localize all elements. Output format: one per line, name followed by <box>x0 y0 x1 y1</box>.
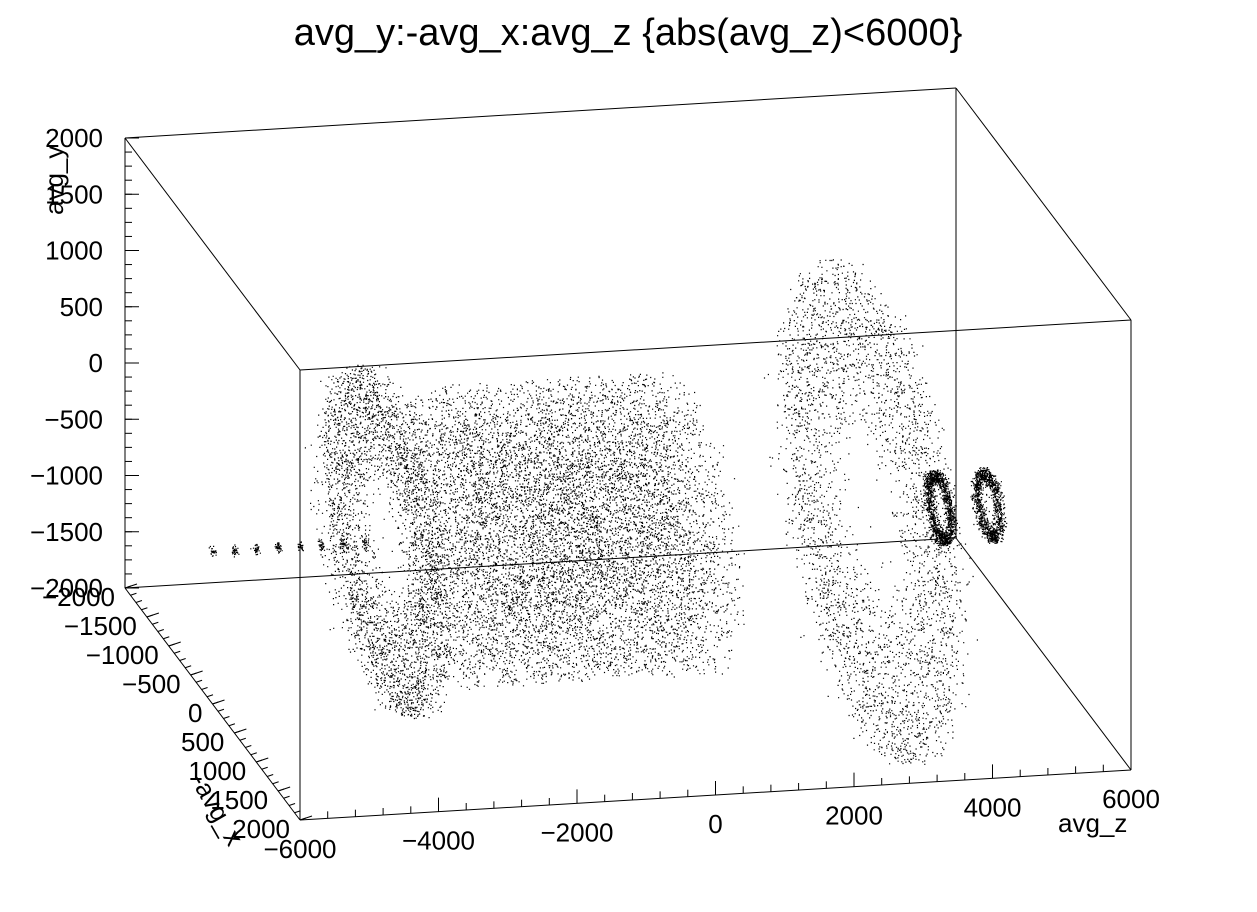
depth-minor-tick <box>250 752 257 756</box>
x-tick-label: 6000 <box>1102 784 1160 814</box>
depth-minor-tick <box>179 658 186 661</box>
x-tick-label: −6000 <box>263 834 336 864</box>
depth-minor-tick <box>239 737 247 741</box>
depth-minor-tick <box>206 694 214 698</box>
depth-minor-tick <box>201 687 208 690</box>
x-tick-label: −4000 <box>402 826 475 856</box>
x-tick-label: 0 <box>708 809 722 839</box>
y-tick-label: −1500 <box>30 517 103 547</box>
box-edge-9 <box>955 537 1132 771</box>
y-tick-label: −500 <box>44 404 103 434</box>
depth-tick-label: 500 <box>181 727 224 757</box>
depth-minor-tick <box>256 759 263 763</box>
depth-minor-tick <box>195 679 203 683</box>
depth-minor-tick <box>277 788 285 792</box>
depth-minor-tick <box>190 672 197 676</box>
axis-ticks <box>124 137 1132 821</box>
y-tick-label: 500 <box>60 292 103 322</box>
depth-minor-tick <box>141 607 148 611</box>
depth-minor-tick <box>217 708 225 712</box>
depth-minor-tick <box>261 766 268 770</box>
depth-tick-label: −500 <box>122 669 181 699</box>
depth-tick-label: 2000 <box>232 814 290 844</box>
axis-labels: −2000−1500−1000−5000500100015002000−2000… <box>30 123 1160 864</box>
y-tick-label: 0 <box>89 348 103 378</box>
depth-minor-tick <box>283 795 290 799</box>
depth-minor-tick <box>223 716 230 719</box>
y-tick-label: 1000 <box>45 236 103 266</box>
depth-minor-tick <box>212 701 219 705</box>
depth-minor-tick <box>234 730 241 734</box>
x-tick-label: 2000 <box>825 801 883 831</box>
depth-minor-tick <box>299 817 307 821</box>
depth-minor-tick <box>163 636 170 640</box>
y-axis-label: avg_y <box>39 146 69 215</box>
y-tick-label: 2000 <box>45 123 103 153</box>
depth-tick-label: 1000 <box>188 756 246 786</box>
depth-minor-tick <box>135 600 143 603</box>
box-edge-3 <box>124 137 301 371</box>
x-tick-label: 4000 <box>964 792 1022 822</box>
depth-minor-tick <box>124 585 132 589</box>
depth-minor-tick <box>267 774 274 777</box>
depth-minor-tick <box>168 643 175 647</box>
y-tick-label: 1500 <box>45 179 103 209</box>
depth-minor-tick <box>152 621 159 625</box>
y-tick-label: −2000 <box>30 573 103 603</box>
box-edge-7 <box>299 319 1132 371</box>
depth-tick-label: 0 <box>188 698 202 728</box>
depth-minor-tick <box>245 745 252 748</box>
depth-tick-label: −1500 <box>64 611 137 641</box>
chart-title: avg_y:-avg_x:avg_z {abs(avg_z)<6000} <box>294 12 963 54</box>
depth-minor-tick <box>130 592 137 596</box>
depth-tick-label: 1500 <box>210 785 268 815</box>
depth-minor-tick <box>146 614 154 618</box>
depth-minor-tick <box>272 781 279 785</box>
depth-minor-tick <box>184 665 192 669</box>
x-axis-label: avg_z <box>1058 808 1127 838</box>
depth-tick-label: −2000 <box>42 582 115 612</box>
x-tick-label: −2000 <box>540 817 613 847</box>
box-edge-4 <box>124 87 957 139</box>
data-points <box>208 259 1008 765</box>
depth-tick-label: −1000 <box>86 640 159 670</box>
depth-minor-tick <box>174 650 181 654</box>
axis-box <box>124 87 1132 821</box>
depth-minor-tick <box>157 629 164 632</box>
box-edge-10 <box>955 87 1132 321</box>
depth-minor-tick <box>228 723 236 727</box>
depth-minor-tick <box>288 803 296 806</box>
scatter-points <box>208 259 1008 765</box>
y-tick-label: −1000 <box>30 461 103 491</box>
